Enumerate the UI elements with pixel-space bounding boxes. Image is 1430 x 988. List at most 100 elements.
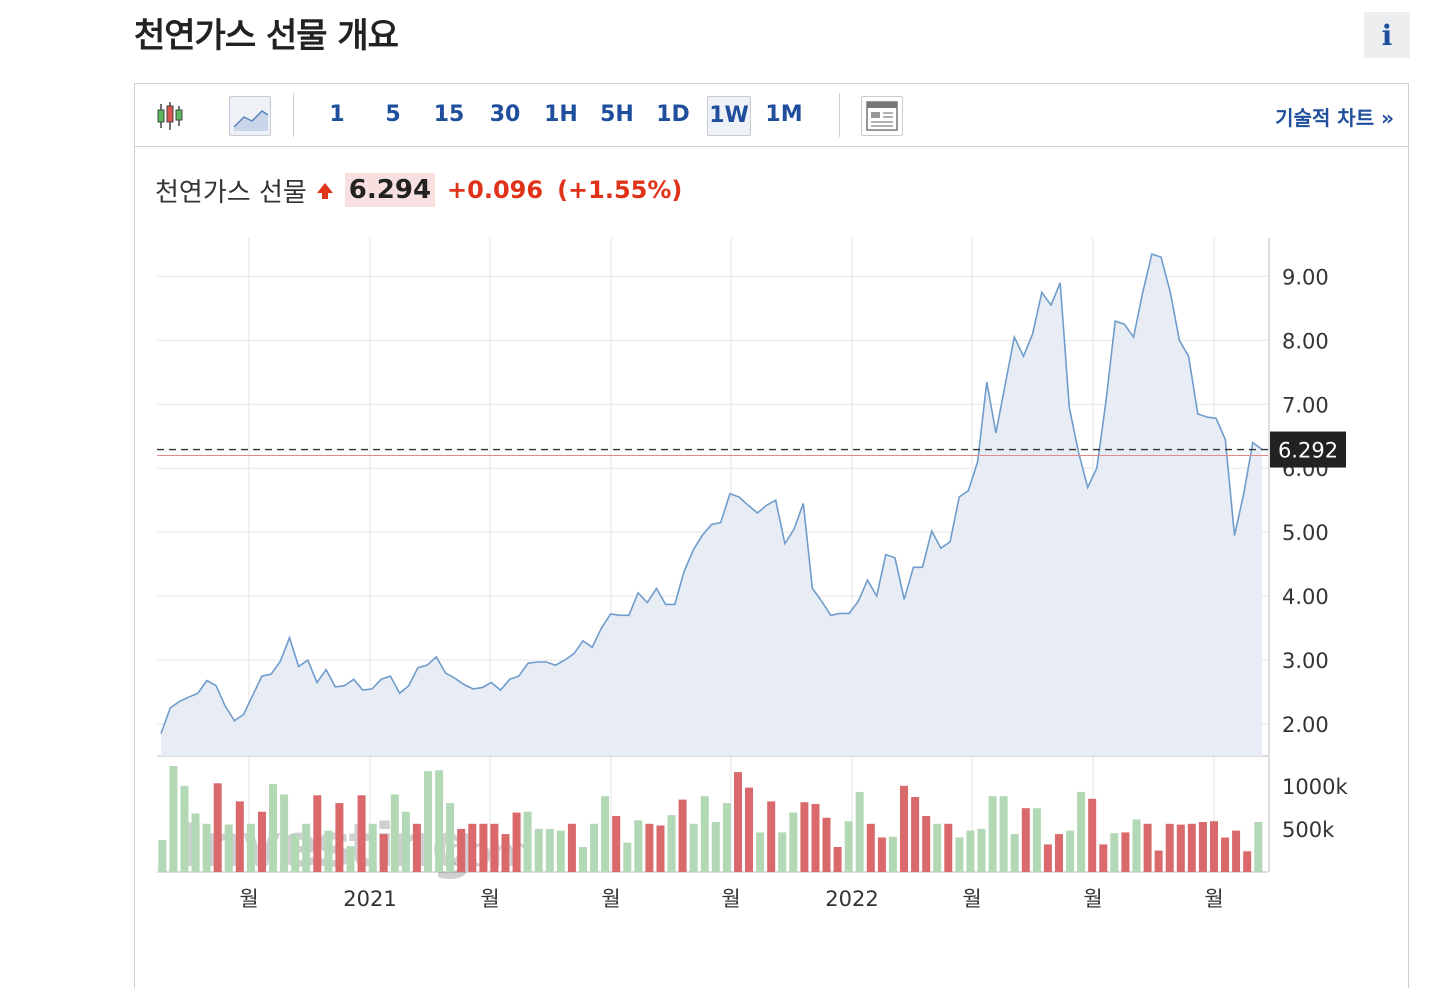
candlestick-chart-icon[interactable] xyxy=(153,96,195,136)
volume-bar xyxy=(745,787,753,872)
volume-bar xyxy=(922,816,931,872)
volume-bar xyxy=(1055,834,1063,872)
data-table-icon[interactable] xyxy=(861,96,903,136)
volume-bar xyxy=(556,830,565,872)
price-change-percent: (+1.55%) xyxy=(557,176,683,204)
volume-bar xyxy=(1143,823,1152,872)
price-area xyxy=(161,254,1262,756)
volume-bar xyxy=(822,817,831,872)
volume-bar xyxy=(523,811,532,872)
volume-bar xyxy=(789,812,798,872)
volume-bar xyxy=(567,823,576,872)
timeframe-1d[interactable]: 1D xyxy=(656,102,690,127)
volume-bar xyxy=(579,847,587,872)
y-tick-label: 2.00 xyxy=(1282,713,1329,737)
volume-bar xyxy=(667,815,676,872)
timeframe-1w[interactable]: 1W xyxy=(707,96,751,136)
volume-bar xyxy=(1110,833,1119,872)
volume-bar xyxy=(955,837,964,872)
volume-bar xyxy=(933,823,942,872)
volume-bar xyxy=(645,823,654,872)
x-tick-label: 월 xyxy=(601,887,620,911)
timeframe-5h[interactable]: 5H xyxy=(600,102,634,127)
volume-bar xyxy=(811,803,820,872)
timeframe-1h[interactable]: 1H xyxy=(544,102,578,127)
x-tick-label: 2021 xyxy=(343,887,396,911)
current-price-badge xyxy=(1270,431,1346,468)
volume-bar xyxy=(357,795,366,872)
volume-bar xyxy=(888,836,897,872)
y-tick-label: 4.00 xyxy=(1282,585,1329,609)
x-tick-label: 월 xyxy=(1204,887,1223,911)
volume-bar xyxy=(601,796,610,872)
volume-bar xyxy=(1088,798,1097,872)
x-tick-label: 월 xyxy=(962,887,981,911)
volume-bar xyxy=(1165,823,1174,872)
volume-bar xyxy=(711,822,720,872)
volume-bar xyxy=(191,813,200,872)
timeframe-30[interactable]: 30 xyxy=(489,102,521,127)
area-chart-icon[interactable] xyxy=(229,96,271,136)
volume-bar xyxy=(612,816,621,872)
volume-bar xyxy=(1210,821,1218,872)
volume-bar xyxy=(512,812,521,872)
x-tick-label: 월 xyxy=(480,887,499,911)
volume-bar xyxy=(844,821,853,872)
instrument-name: 천연가스 선물 xyxy=(155,177,307,208)
timeframe-5[interactable]: 5 xyxy=(385,102,401,127)
y-tick-label: 3.00 xyxy=(1282,649,1329,673)
volume-bar xyxy=(235,801,244,872)
volume-bar xyxy=(291,834,300,872)
technical-chart-link[interactable]: 기술적 차트 » xyxy=(1275,106,1394,130)
volume-bar xyxy=(490,823,499,872)
timeframe-1[interactable]: 1 xyxy=(329,102,345,127)
volume-tick-label: 1000k xyxy=(1282,775,1348,799)
volume-bar xyxy=(1021,808,1030,872)
volume-bar xyxy=(900,785,908,872)
volume-bar xyxy=(269,784,277,872)
volume-bar xyxy=(833,847,842,872)
volume-bar xyxy=(479,823,488,872)
volume-bar xyxy=(1043,844,1052,872)
volume-bar xyxy=(468,823,477,872)
volume-bar xyxy=(1099,844,1108,872)
volume-bar xyxy=(324,830,333,872)
y-tick-label: 7.00 xyxy=(1282,393,1329,417)
y-tick-label: 9.00 xyxy=(1282,265,1329,289)
volume-bar xyxy=(424,771,432,872)
volume-bar xyxy=(623,842,632,872)
volume-bar xyxy=(756,832,765,872)
volume-bar xyxy=(224,824,233,872)
volume-bar xyxy=(457,828,466,872)
volume-bar xyxy=(1066,830,1075,872)
volume-bar xyxy=(1077,791,1086,872)
volume-bar xyxy=(545,828,554,872)
volume-bar xyxy=(401,811,410,872)
up-arrow-icon xyxy=(316,183,333,199)
price-change: +0.096 xyxy=(447,176,544,204)
volume-bar xyxy=(977,828,986,872)
volume-bar xyxy=(412,823,421,872)
volume-bar xyxy=(855,791,864,872)
volume-bar xyxy=(656,825,665,872)
timeframe-15[interactable]: 15 xyxy=(433,102,465,127)
info-button[interactable]: i xyxy=(1364,12,1410,58)
volume-bar xyxy=(700,796,709,872)
volume-bar xyxy=(1221,837,1229,872)
x-tick-label: 월 xyxy=(239,887,258,911)
volume-bar xyxy=(866,823,875,872)
x-tick-label: 월 xyxy=(721,887,740,911)
volume-bar xyxy=(800,802,809,872)
x-tick-label: 2022 xyxy=(825,887,878,911)
volume-bar xyxy=(501,834,510,872)
volume-bar xyxy=(1121,832,1130,872)
volume-bar xyxy=(722,803,731,872)
volume-bar xyxy=(280,794,289,872)
volume-bar xyxy=(988,796,997,872)
timeframe-1m[interactable]: 1M xyxy=(765,102,803,127)
volume-bar xyxy=(734,772,742,872)
volume-bar xyxy=(534,828,543,872)
volume-bar xyxy=(202,823,211,872)
volume-bar xyxy=(1243,851,1252,872)
